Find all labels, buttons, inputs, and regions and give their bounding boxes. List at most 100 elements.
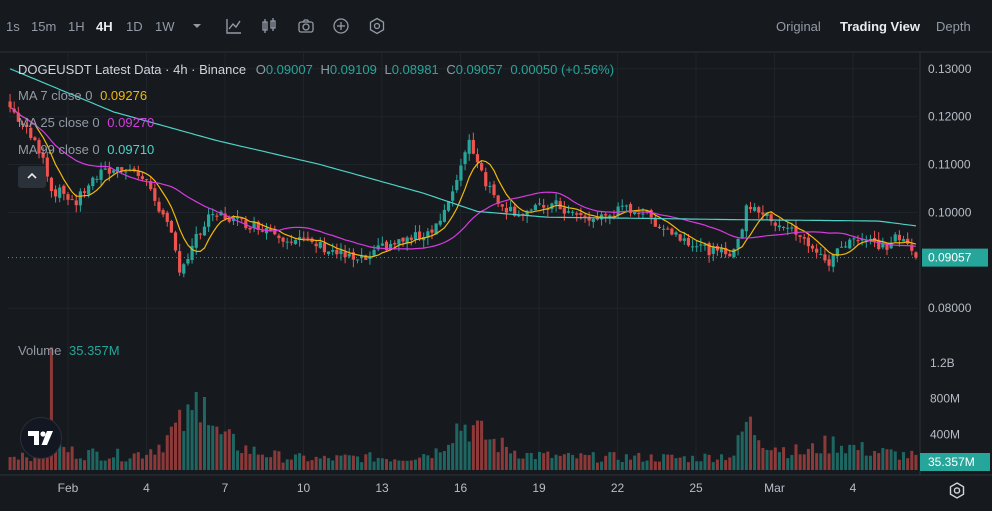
candle-body	[207, 214, 211, 227]
candle-body	[575, 213, 579, 215]
volume-bar	[806, 448, 810, 470]
volume-bar	[70, 446, 74, 470]
volume-bar	[211, 425, 215, 470]
candle-body	[839, 246, 844, 248]
volume-bar	[538, 451, 542, 470]
close-value: 0.09057	[455, 62, 503, 77]
candle-body	[641, 213, 645, 215]
volume-bar	[29, 461, 33, 470]
view-depth[interactable]: Depth	[936, 19, 971, 34]
ma25-label: MA 25 close 0	[18, 115, 100, 130]
screenshot-camera-icon[interactable]	[297, 17, 315, 35]
candle-body	[120, 167, 124, 171]
volume-bar	[856, 450, 860, 470]
candle-body	[637, 213, 641, 215]
volume-bar	[207, 425, 211, 470]
interval-1h[interactable]: 1H	[68, 19, 85, 34]
candle-body	[281, 237, 285, 242]
candle-body	[856, 240, 860, 242]
volume-bar	[653, 461, 657, 470]
candle-body	[326, 251, 331, 255]
collapse-legend-button[interactable]	[18, 166, 46, 188]
candle-body	[765, 212, 769, 217]
view-original[interactable]: Original	[776, 19, 821, 34]
candle-body	[269, 228, 273, 232]
candle-body	[852, 238, 856, 240]
candle-body	[740, 229, 744, 239]
volume-bar	[91, 448, 95, 470]
volume-bar	[20, 452, 24, 470]
candle-body	[376, 245, 380, 250]
interval-1d[interactable]: 1D	[126, 19, 143, 34]
candle-body	[198, 233, 202, 235]
candle-body	[889, 242, 893, 249]
candle-body	[409, 237, 413, 240]
interval-1s[interactable]: 1s	[6, 19, 20, 34]
toolbar: 1s 15m 1H 4H 1D 1W Original Trading View…	[0, 0, 992, 54]
candle-body	[53, 189, 58, 197]
candle-body	[298, 237, 302, 240]
volume-bar	[724, 460, 728, 470]
candle-body	[273, 230, 277, 235]
volume-bar	[153, 454, 157, 470]
candle-body	[37, 140, 41, 154]
chart-settings-icon[interactable]	[368, 17, 386, 35]
candle-body	[484, 172, 488, 187]
last-price-badge	[922, 248, 988, 267]
time-tick-label: 7	[222, 481, 229, 495]
candle-body	[227, 218, 231, 222]
volume-label: Volume	[18, 343, 62, 358]
interval-15m[interactable]: 15m	[31, 19, 57, 34]
indicators-icon[interactable]	[225, 17, 243, 35]
volume-tick-label: 400M	[930, 427, 960, 441]
volume-bar	[289, 459, 293, 470]
candle-body	[66, 194, 70, 200]
volume-bar	[8, 457, 12, 470]
candle-body	[260, 230, 264, 232]
candle-body	[95, 178, 99, 180]
volume-bar	[525, 452, 529, 470]
view-trading-view[interactable]: Trading View	[840, 19, 920, 34]
candle-body	[194, 233, 198, 248]
volume-bar	[219, 434, 223, 470]
volume-bar	[699, 461, 703, 470]
volume-bar	[281, 462, 285, 470]
interval-more-chevron-icon[interactable]	[188, 17, 206, 35]
last-price-label: 0.09057	[928, 251, 972, 265]
tradingview-logo[interactable]	[20, 417, 62, 459]
volume-bar	[587, 455, 591, 470]
candle-body	[347, 253, 351, 257]
volume-bar	[662, 454, 666, 470]
high-value: 0.09109	[329, 62, 377, 77]
volume-bar	[703, 453, 707, 470]
chart-type-candles-icon[interactable]	[260, 17, 278, 35]
volume-bar	[691, 455, 695, 470]
candle-body	[757, 207, 761, 213]
candle-body	[169, 220, 173, 233]
candle-body	[107, 168, 111, 174]
volume-bar	[711, 462, 715, 470]
volume-bar	[49, 347, 53, 470]
volume-bar	[686, 462, 690, 470]
volume-bar	[120, 461, 124, 470]
volume-bar	[74, 458, 78, 470]
candle-body	[492, 184, 496, 196]
candle-body	[624, 205, 628, 207]
volume-bar	[786, 458, 790, 470]
candle-body	[372, 249, 376, 256]
volume-bar	[496, 452, 500, 470]
interval-4h[interactable]: 4H	[96, 19, 113, 34]
volume-bar	[25, 457, 29, 470]
candle-body	[20, 123, 25, 125]
axis-settings-button[interactable]	[946, 480, 968, 502]
tradingview-logo-icon	[28, 431, 53, 445]
add-plus-circle-icon[interactable]	[332, 17, 350, 35]
interval-1w[interactable]: 1W	[155, 19, 175, 34]
candle-body	[546, 209, 550, 211]
ma99-value: 0.09710	[107, 142, 155, 157]
volume-bar	[695, 461, 699, 470]
candle-body	[819, 254, 823, 256]
candle-body	[70, 199, 74, 201]
candle-body	[165, 212, 169, 222]
